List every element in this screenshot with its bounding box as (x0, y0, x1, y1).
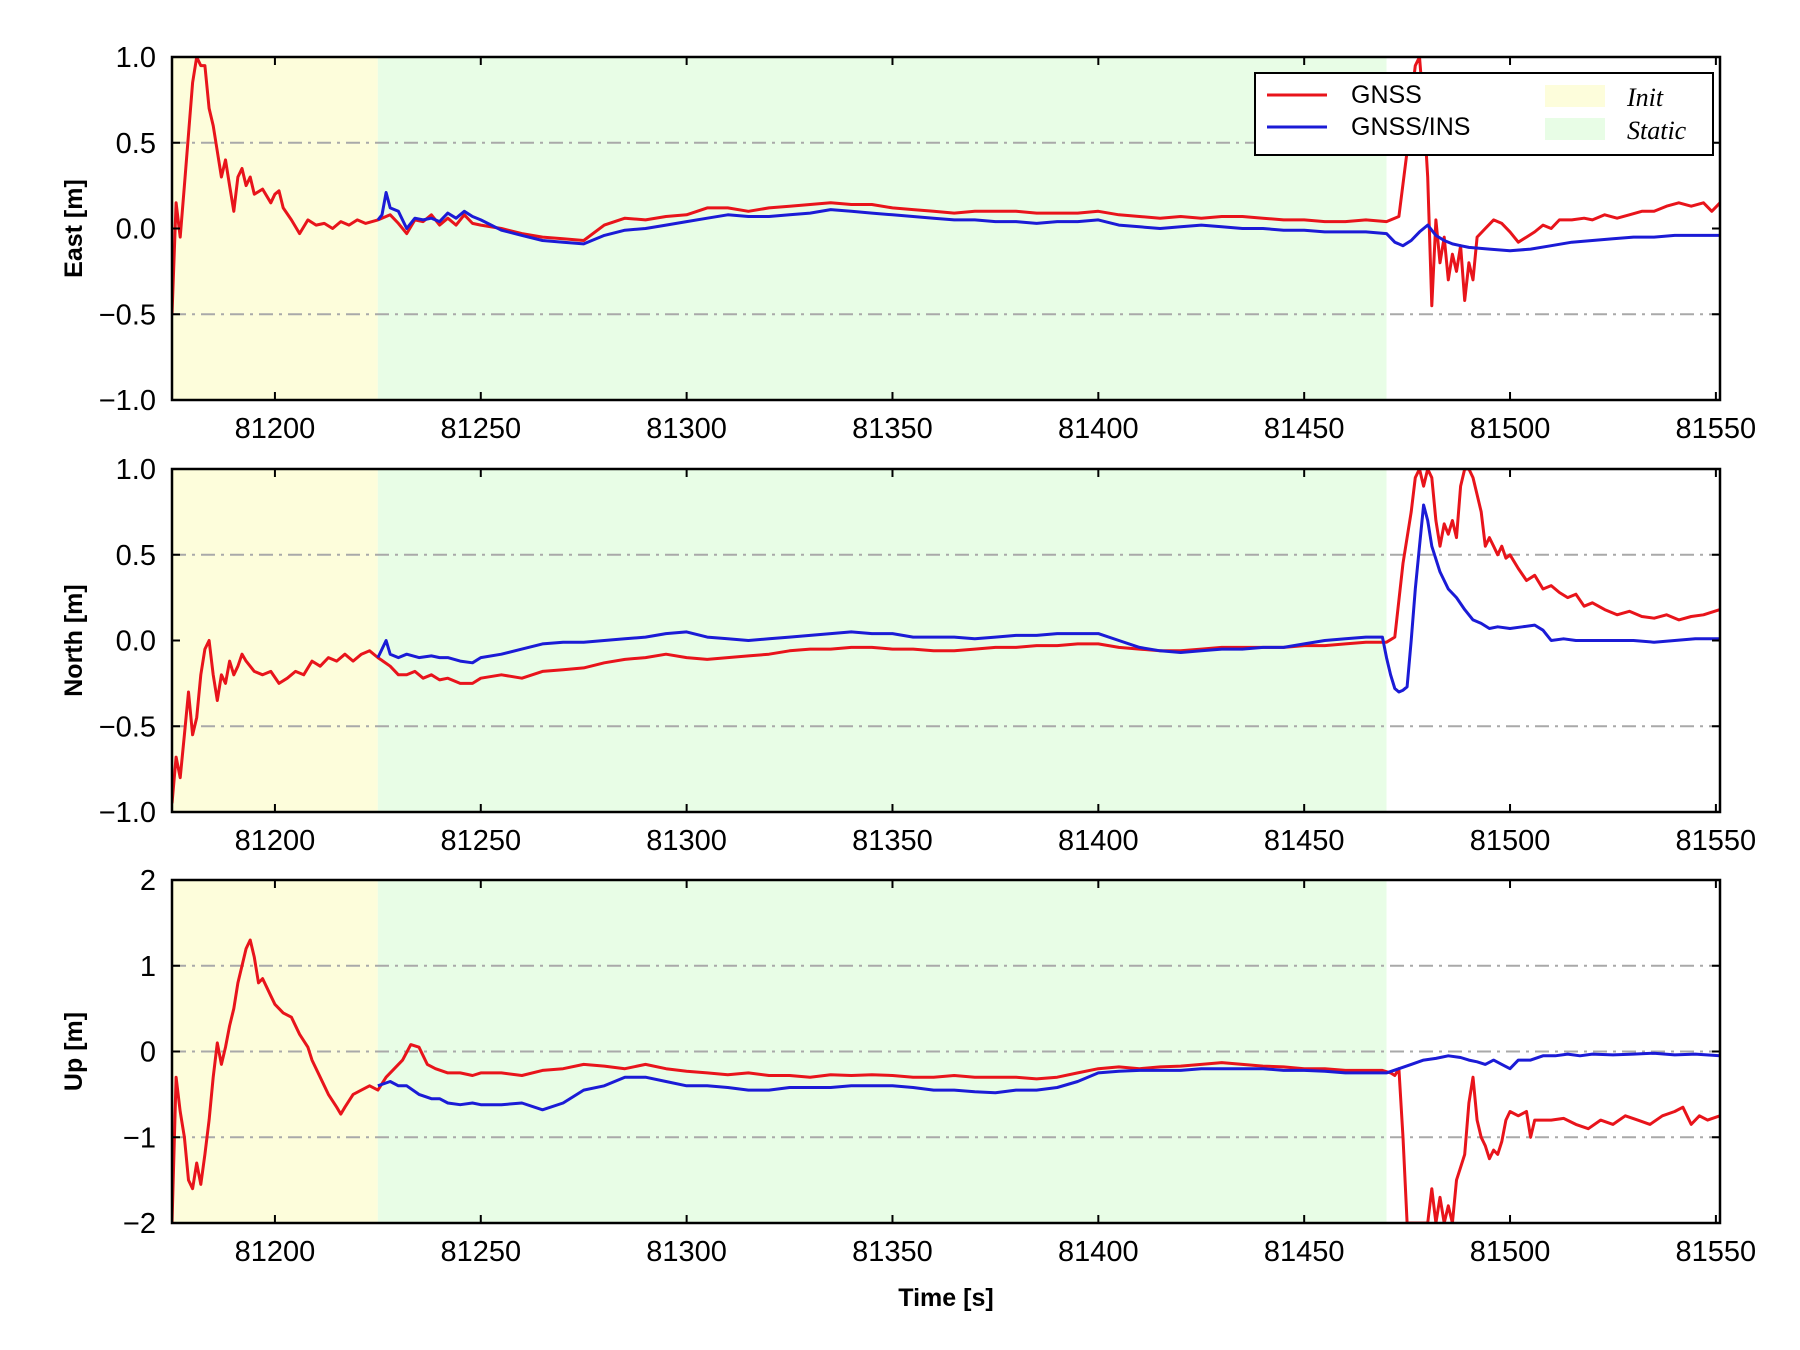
x-tick-label: 81250 (440, 413, 521, 445)
x-tick-label: 81450 (1264, 825, 1345, 857)
y-axis-label: East [m] (60, 179, 88, 278)
y-tick-label: −1.0 (99, 385, 156, 417)
x-tick-label: 81250 (440, 825, 521, 857)
x-tick-label: 81500 (1470, 413, 1551, 445)
x-tick-label: 81450 (1264, 413, 1345, 445)
x-tick-label: 81550 (1676, 413, 1757, 445)
x-tick-label: 81300 (646, 413, 727, 445)
y-tick-label: 2 (140, 865, 156, 897)
y-tick-label: −0.5 (99, 299, 156, 331)
legend-swatch-static (1545, 118, 1605, 140)
series-group (172, 57, 1720, 315)
region-init (172, 469, 378, 812)
panel-2: −1.0 −0.5 0.0 0.5 1.0 81200 81250 81300 81350 814… (60, 454, 1756, 857)
x-tick-label: 81350 (852, 413, 933, 445)
legend-label-gnss: GNSS (1351, 81, 1422, 109)
panel-3: −2 −1 0 1 2 81200 81250 81300 81350 81400 81450 815… (60, 865, 1756, 1268)
y-tick-label: 0.5 (116, 540, 156, 572)
y-tick-label: 0.0 (116, 626, 156, 658)
legend: GNSS GNSS/INS Init Static (1254, 72, 1714, 156)
x-tick-label: 81200 (235, 825, 316, 857)
region-static (377, 469, 1387, 812)
y-tick-label: 0.0 (116, 214, 156, 246)
series-line-gnss-ins (376, 503, 1720, 694)
x-tick-label: 81550 (1676, 1236, 1757, 1268)
x-tick-label: 81250 (440, 1236, 521, 1268)
y-tick-label: 1.0 (116, 454, 156, 486)
legend-label-init: Init (1626, 83, 1664, 112)
series-line-gnss-ins (377, 1051, 1720, 1112)
series-line-gnss-ins (376, 191, 1720, 253)
legend-swatch-init (1545, 85, 1605, 107)
series-line-gnss (172, 938, 1720, 1223)
series-line-gnss (172, 57, 1720, 315)
x-tick-label: 81350 (852, 825, 933, 857)
region-init (172, 57, 378, 400)
legend-box (1254, 72, 1714, 156)
series-group (172, 938, 1720, 1223)
x-tick-label: 81500 (1470, 825, 1551, 857)
y-tick-label: −0.5 (99, 711, 156, 743)
x-tick-label: 81400 (1058, 825, 1139, 857)
y-tick-label: 1 (140, 951, 156, 983)
y-tick-label: 0 (140, 1037, 156, 1069)
x-tick-label: 81400 (1058, 1236, 1139, 1268)
region-static (377, 57, 1387, 400)
y-tick-label: −1 (123, 1122, 156, 1154)
y-axis-label: Up [m] (60, 1012, 88, 1091)
legend-label-gnss-ins: GNSS/INS (1351, 113, 1470, 141)
x-tick-label: 81200 (235, 1236, 316, 1268)
x-tick-label: 81450 (1264, 1236, 1345, 1268)
x-tick-label: 81500 (1470, 1236, 1551, 1268)
x-tick-label: 81300 (646, 1236, 727, 1268)
x-axis-label: Time [s] (898, 1284, 993, 1312)
legend-label-static: Static (1627, 116, 1687, 145)
y-tick-label: 1.0 (116, 42, 156, 74)
series-group (172, 469, 1720, 804)
x-tick-label: 81400 (1058, 413, 1139, 445)
x-tick-label: 81550 (1676, 825, 1757, 857)
x-tick-label: 81300 (646, 825, 727, 857)
series-line-gnss (172, 469, 1720, 804)
y-tick-label: −2 (123, 1208, 156, 1240)
x-tick-label: 81350 (852, 1236, 933, 1268)
y-tick-label: −1.0 (99, 797, 156, 829)
panel-1: −1.0 −0.5 0.0 0.5 1.0 81200 81250 81300 81350 814… (60, 42, 1756, 445)
y-axis-label: North [m] (60, 584, 88, 696)
x-tick-label: 81200 (235, 413, 316, 445)
y-tick-label: 0.5 (116, 128, 156, 160)
